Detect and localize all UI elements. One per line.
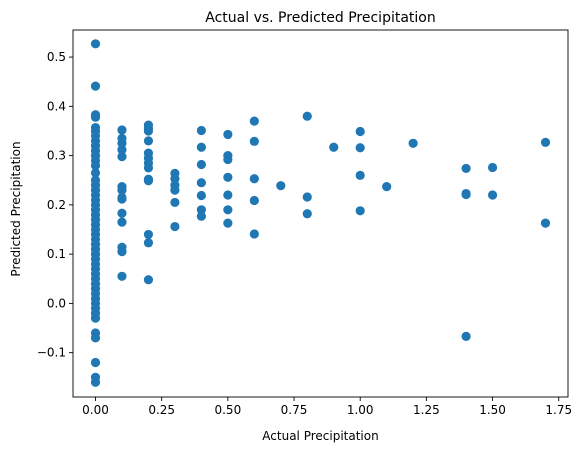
data-point <box>170 185 180 195</box>
data-point <box>223 205 233 215</box>
data-point <box>196 190 206 201</box>
data-point <box>355 143 365 153</box>
data-point <box>223 190 233 200</box>
data-point <box>249 136 259 146</box>
data-point <box>90 112 101 122</box>
data-point <box>302 192 312 202</box>
data-point <box>117 208 127 218</box>
x-tick-label: 1.25 <box>413 403 440 417</box>
data-point <box>143 163 154 173</box>
data-point <box>249 229 259 239</box>
data-point <box>302 111 312 121</box>
data-point <box>196 205 206 215</box>
data-point <box>223 218 233 228</box>
chart-title: Actual vs. Predicted Precipitation <box>205 10 435 26</box>
x-tick-label: 0.00 <box>82 403 109 417</box>
data-point <box>408 138 418 148</box>
data-point <box>461 189 471 200</box>
x-tick-label: 1.00 <box>347 403 374 417</box>
data-point <box>196 125 206 136</box>
x-axis-label: Actual Precipitation <box>262 429 378 443</box>
data-point <box>90 81 101 91</box>
data-point <box>249 195 259 206</box>
data-point <box>90 160 101 171</box>
data-point <box>355 206 365 216</box>
y-tick-label: 0.0 <box>47 296 66 310</box>
data-point <box>117 145 127 155</box>
x-tick-label: 1.50 <box>479 403 506 417</box>
y-tick-label: 0.5 <box>47 50 66 64</box>
data-point <box>329 142 339 152</box>
data-point <box>90 168 101 178</box>
data-point <box>143 126 154 136</box>
data-point <box>223 154 233 165</box>
data-point <box>117 271 127 281</box>
data-point <box>117 247 127 257</box>
plot-frame <box>72 29 569 398</box>
y-tick-label: 0.2 <box>47 198 66 212</box>
data-point <box>276 181 286 191</box>
data-point <box>487 190 498 200</box>
data-point <box>355 126 365 137</box>
data-point <box>355 170 365 180</box>
data-point <box>117 194 127 204</box>
data-point <box>90 333 101 343</box>
data-point <box>196 142 206 152</box>
data-point <box>540 137 551 147</box>
x-tick-label: 0.75 <box>281 403 308 417</box>
data-point <box>223 129 233 140</box>
data-point <box>249 174 259 184</box>
data-point <box>540 218 551 228</box>
data-point <box>249 116 259 126</box>
data-point <box>117 125 127 135</box>
data-point <box>170 221 180 232</box>
data-point <box>143 136 154 146</box>
y-tick-label: 0.3 <box>47 149 66 163</box>
data-point <box>143 238 154 248</box>
data-point <box>117 185 127 195</box>
data-point <box>117 152 127 162</box>
data-point <box>170 197 180 208</box>
data-point <box>90 39 101 49</box>
data-point <box>117 217 127 227</box>
x-tick-label: 1.75 <box>545 403 572 417</box>
data-point <box>117 138 127 148</box>
data-point <box>143 275 154 285</box>
y-tick-label: 0.4 <box>47 99 66 113</box>
y-tick-label: 0.1 <box>47 247 66 261</box>
data-point <box>196 178 206 188</box>
y-tick-label: −0.1 <box>37 346 66 360</box>
data-point <box>143 176 154 186</box>
data-point <box>487 162 498 173</box>
data-point <box>196 211 206 221</box>
data-point <box>196 159 206 170</box>
x-tick-label: 0.50 <box>214 403 241 417</box>
x-tick-label: 0.25 <box>148 403 175 417</box>
data-point <box>382 182 392 192</box>
data-point <box>461 331 471 342</box>
data-point <box>90 357 101 368</box>
data-point <box>170 174 180 184</box>
plot-area: 0.00 0.25 0.50 0.75 1.00 1.25 1.50 1.75 −0.1 0.0 0… <box>37 29 572 417</box>
data-point <box>461 163 471 174</box>
data-point <box>143 229 154 240</box>
data-point <box>302 209 312 219</box>
data-point <box>90 313 101 323</box>
data-point <box>223 172 233 182</box>
data-point <box>90 377 101 387</box>
y-axis-label: Predicted Precipitation <box>9 141 23 276</box>
